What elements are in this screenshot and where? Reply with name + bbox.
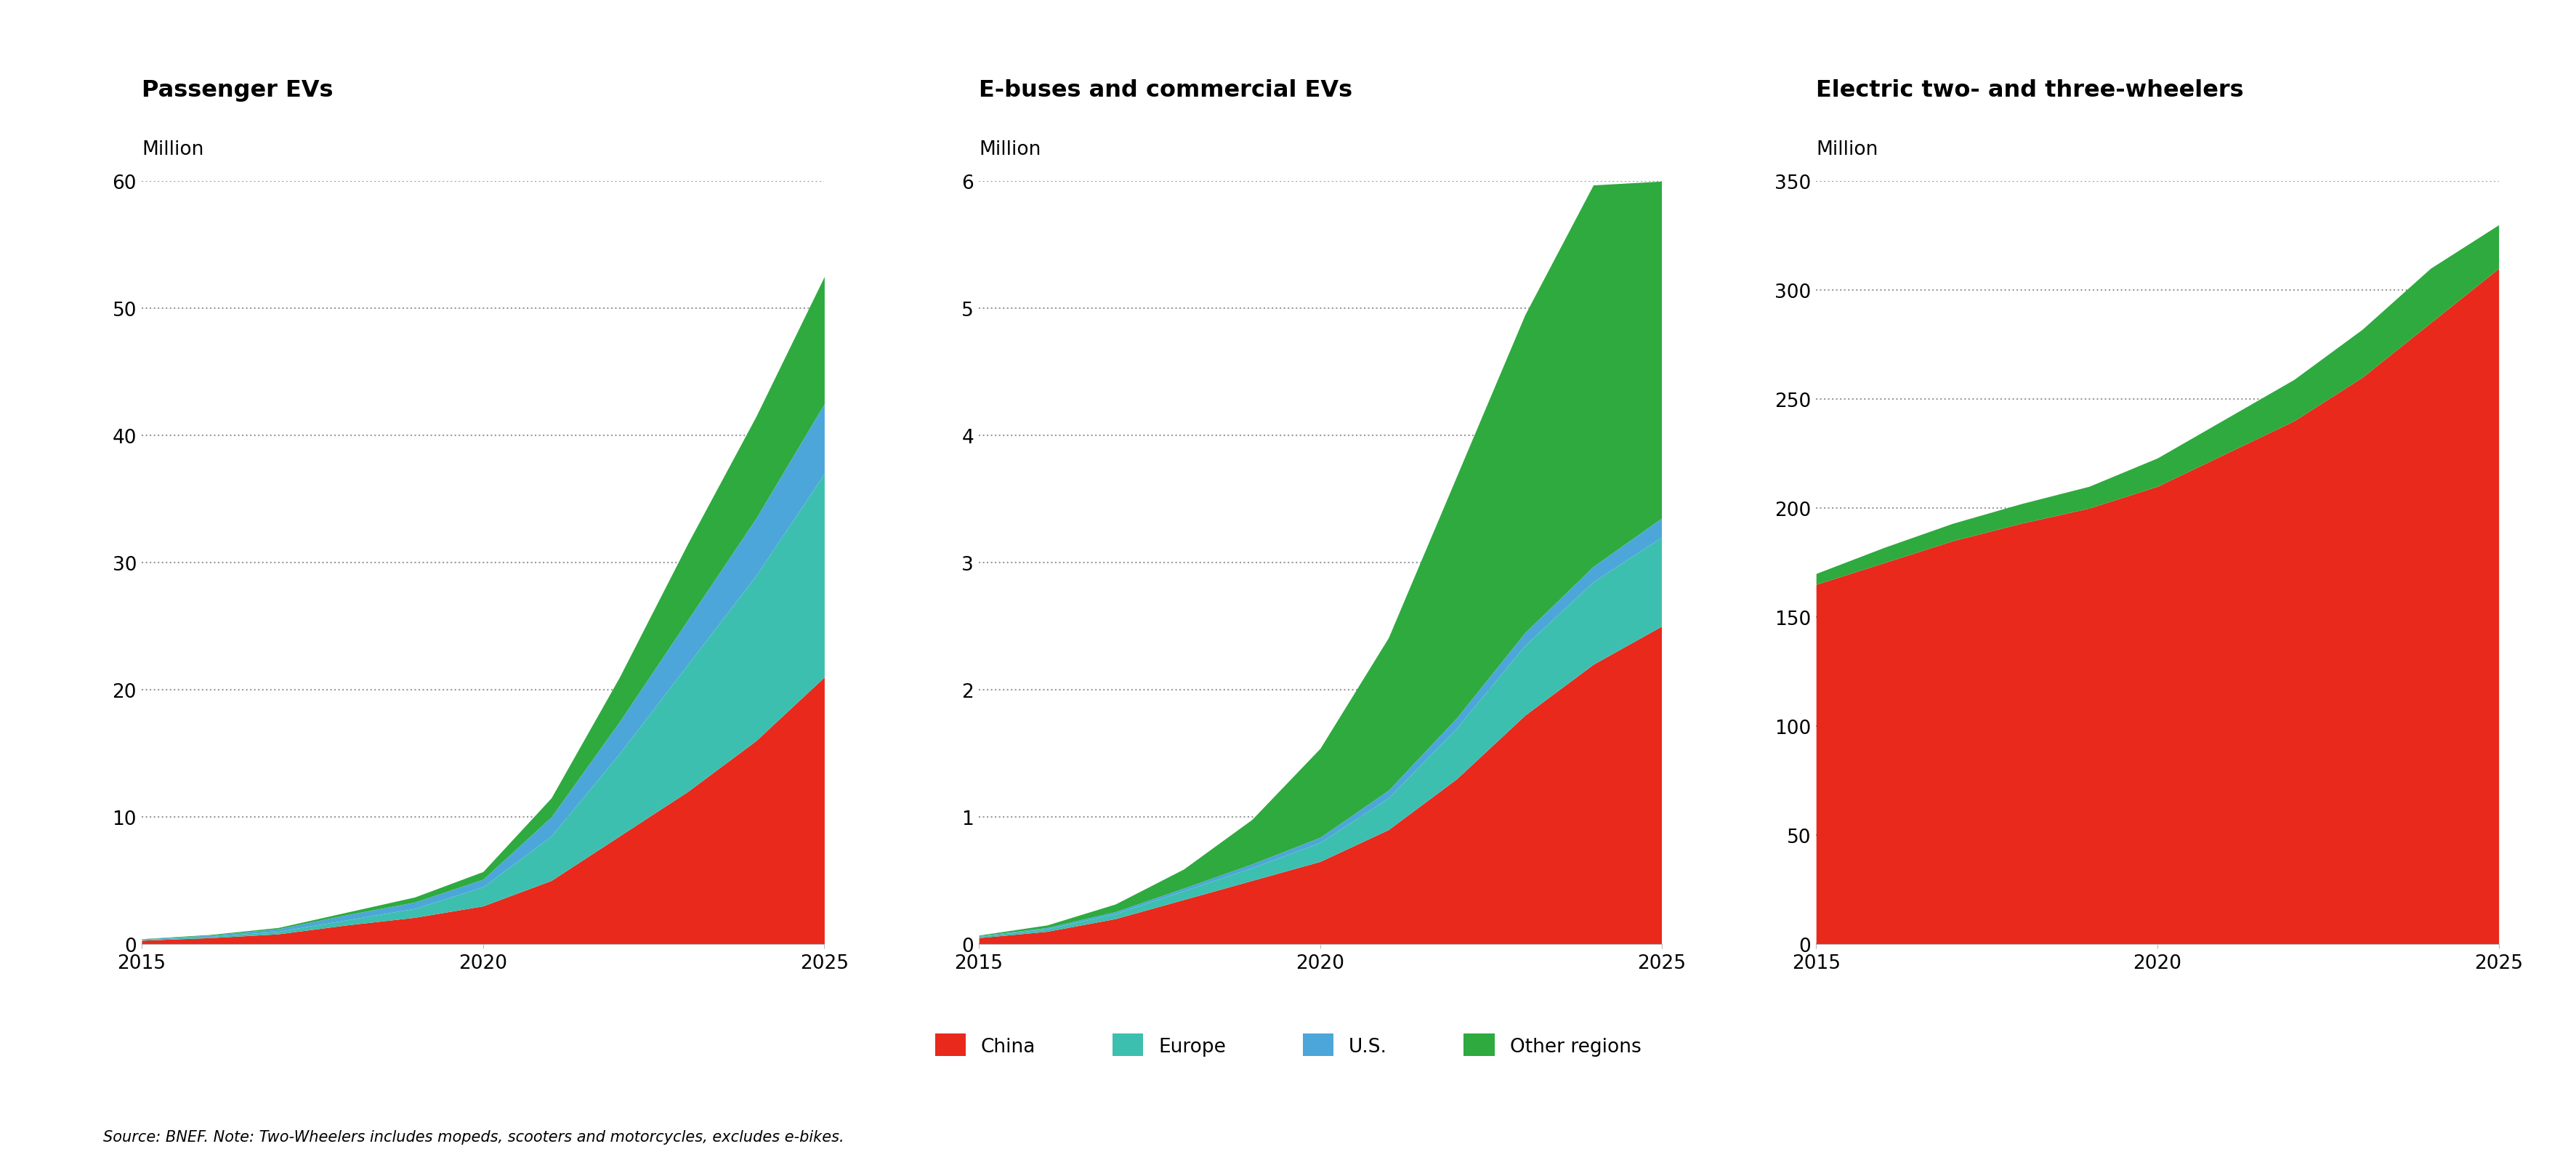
Text: Passenger EVs: Passenger EVs (142, 79, 332, 101)
Text: E-buses and commercial EVs: E-buses and commercial EVs (979, 79, 1352, 101)
Legend: China, Europe, U.S., Other regions: China, Europe, U.S., Other regions (927, 1026, 1649, 1064)
Text: Million: Million (1816, 140, 1878, 158)
Text: Source: BNEF. Note: Two-Wheelers includes mopeds, scooters and motorcycles, excl: Source: BNEF. Note: Two-Wheelers include… (103, 1130, 845, 1144)
Text: Million: Million (979, 140, 1041, 158)
Text: Electric two- and three-wheelers: Electric two- and three-wheelers (1816, 79, 2244, 101)
Text: Million: Million (142, 140, 204, 158)
